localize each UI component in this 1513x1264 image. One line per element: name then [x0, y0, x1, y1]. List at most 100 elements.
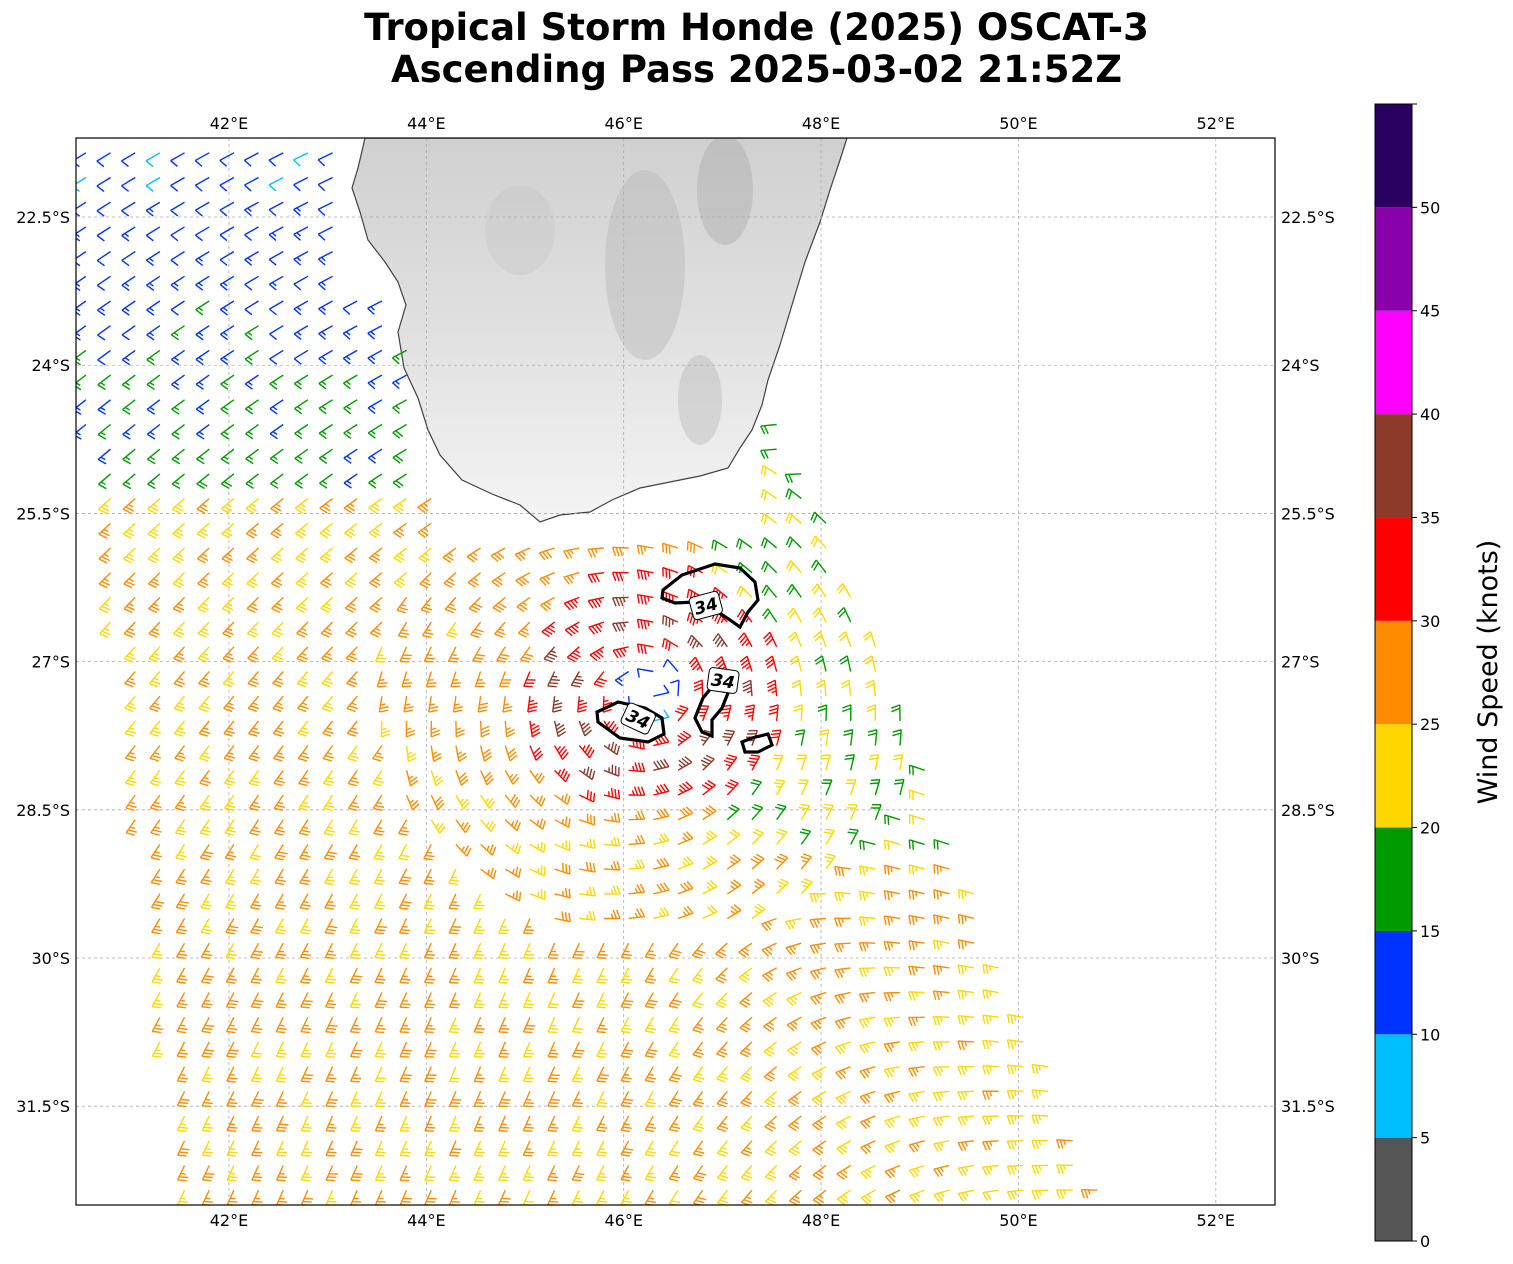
wind-barb — [346, 695, 358, 713]
wind-barb — [865, 679, 877, 697]
wind-barb — [430, 794, 445, 811]
wind-barb — [320, 621, 334, 638]
wind-barb — [196, 473, 210, 490]
wind-barb — [539, 572, 555, 586]
wind-barb — [248, 745, 260, 762]
wind-barb — [199, 794, 211, 811]
wind-barb — [763, 631, 778, 648]
wind-barb — [96, 152, 111, 168]
wind-barb — [273, 819, 286, 836]
wind-barb — [760, 513, 778, 525]
wind-barb — [515, 572, 531, 587]
wind-barb — [628, 762, 646, 773]
wind-barb — [761, 584, 778, 598]
wind-barb — [97, 399, 111, 415]
wind-barb — [98, 498, 112, 515]
wind-barb — [466, 547, 481, 563]
lat-tick-label-left: 24°S — [31, 356, 70, 375]
wind-barb — [145, 176, 161, 192]
wind-barb — [425, 671, 437, 688]
colorbar: 0 5 10 15 20 25 30 35 40 45 50 — [1374, 103, 1440, 1251]
wind-barb — [504, 819, 522, 832]
wind-barb — [479, 720, 490, 738]
wind-barb — [587, 547, 605, 558]
wind-barb — [121, 349, 136, 366]
wind-barb — [816, 679, 827, 697]
wind-barb — [628, 810, 646, 821]
wind-barb — [693, 679, 704, 697]
wind-barb — [197, 572, 210, 589]
wind-barb — [318, 448, 333, 464]
wind-barb — [195, 423, 210, 440]
lon-tick-label-bottom: 46°E — [604, 1211, 642, 1230]
wind-barb — [170, 275, 185, 291]
wind-barb — [405, 745, 417, 763]
contour-label-text: 34 — [710, 670, 736, 693]
wind-barb — [723, 754, 738, 771]
wind-barb — [245, 448, 259, 465]
wind-barb — [504, 745, 518, 762]
wind-barb — [248, 794, 261, 811]
wind-barb — [810, 559, 827, 574]
wind-barb — [554, 816, 571, 828]
wind-barb — [611, 596, 629, 607]
wind-barb — [223, 769, 236, 787]
wind-barb — [726, 804, 740, 821]
wind-barb — [125, 819, 138, 836]
wind-barb — [867, 728, 878, 746]
wind-barb — [367, 300, 383, 315]
wind-barb — [123, 596, 136, 614]
wind-barb — [523, 671, 536, 688]
wind-barb — [244, 275, 259, 291]
wind-barb — [368, 473, 383, 489]
wind-barb — [148, 646, 161, 663]
chart-title-line1: Tropical Storm Honde (2025) OSCAT-3 — [364, 6, 1149, 49]
lat-tick-label-left: 22.5°S — [16, 208, 70, 227]
wind-barb — [224, 819, 236, 836]
wind-barb — [97, 448, 111, 465]
wind-barb — [603, 764, 620, 777]
wind-barb — [344, 596, 358, 613]
wind-barb — [220, 473, 235, 490]
wind-barb — [344, 522, 358, 539]
wind-barb — [124, 695, 136, 713]
wind-barb — [702, 805, 717, 821]
wind-barb — [148, 621, 161, 638]
wind-barb — [272, 695, 284, 713]
wind-barb — [121, 325, 136, 341]
wind-barb — [269, 325, 284, 341]
wind-barb — [367, 349, 383, 365]
wind-barb — [271, 621, 284, 638]
wind-barb — [908, 764, 925, 776]
wind-barb — [686, 540, 703, 554]
wind-barb — [123, 572, 136, 589]
wind-barb — [220, 349, 235, 366]
wind-barb — [170, 325, 185, 341]
wind-barb — [787, 607, 802, 623]
wind-barb — [502, 696, 513, 713]
colorbar-tick-label: 40 — [1420, 405, 1440, 424]
wind-barb — [318, 423, 333, 440]
wind-barb — [842, 704, 852, 721]
wind-barb — [393, 547, 408, 564]
wind-barb — [295, 596, 309, 613]
wind-barb — [220, 325, 235, 341]
colorbar-tick-label: 50 — [1420, 198, 1440, 217]
wind-barb — [653, 684, 670, 697]
lat-tick-label-right: 22.5°S — [1281, 208, 1335, 227]
wind-barb — [611, 546, 629, 557]
wind-barb — [323, 819, 335, 836]
wind-barb — [563, 572, 580, 585]
wind-barb — [98, 596, 112, 614]
wind-barb — [293, 275, 309, 291]
wind-barb — [373, 819, 385, 836]
wind-barb — [121, 251, 136, 267]
wind-barb — [272, 720, 285, 737]
wind-barb — [320, 596, 334, 613]
wind-barb — [391, 349, 407, 365]
wind-barb — [245, 522, 260, 539]
wind-barb — [97, 423, 111, 440]
wind-barb — [843, 729, 854, 746]
wind-barb — [148, 671, 161, 688]
wind-barb — [405, 770, 419, 787]
